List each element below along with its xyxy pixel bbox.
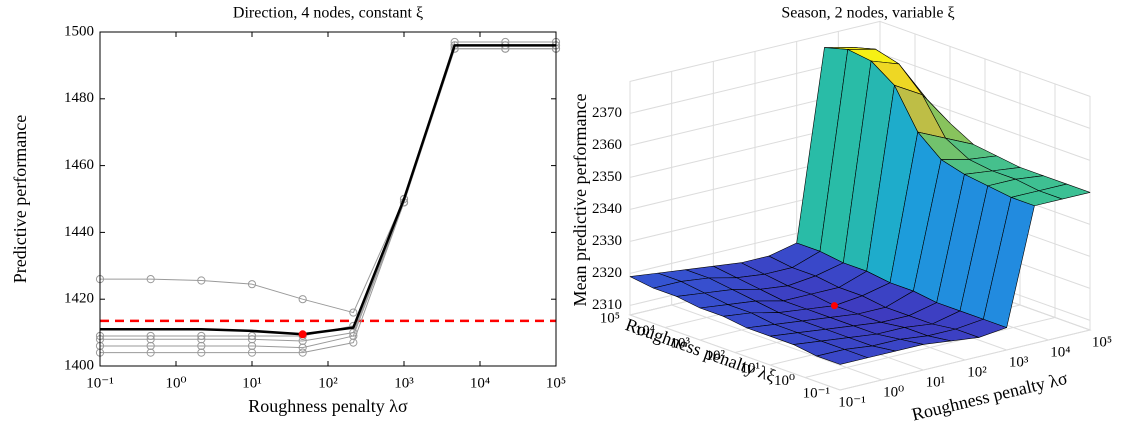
y-tick-label: 1480 xyxy=(64,90,94,106)
x-tick-label: 10⁻¹ xyxy=(838,394,865,410)
z-tick-label: 2360 xyxy=(592,137,622,153)
z-tick-label: 2340 xyxy=(592,201,622,217)
series-marker xyxy=(298,348,307,357)
series-marker xyxy=(349,338,358,347)
x-tick-label: 10⁴ xyxy=(470,375,490,391)
y-tick-label: 1400 xyxy=(64,357,94,373)
x-tick-label: 10⁰ xyxy=(165,375,186,391)
series-marker xyxy=(349,308,358,317)
x-tick-label: 10³ xyxy=(394,375,414,391)
y-tick-label: 10³ xyxy=(671,335,691,351)
series-marker xyxy=(247,348,257,357)
highlight-point xyxy=(830,302,838,310)
series-marker xyxy=(146,348,155,357)
left-y-label: Predictive performance xyxy=(10,115,30,283)
series-marker xyxy=(247,341,257,351)
series-line xyxy=(100,44,556,337)
series-marker xyxy=(197,341,206,351)
y-tick-label: 10⁻¹ xyxy=(803,385,830,401)
series-marker xyxy=(146,335,155,344)
x-tick-label: 10⁵ xyxy=(1092,334,1112,350)
x-tick-label: 10² xyxy=(318,375,338,391)
right-z-label: Mean predictive performance xyxy=(570,94,590,307)
y-tick-label: 1500 xyxy=(64,23,94,39)
left-title: Direction, 4 nodes, constant ξ xyxy=(233,5,423,22)
plot-frame xyxy=(99,31,557,367)
y-tick-label: 10⁵ xyxy=(600,310,620,326)
z-tick-label: 2370 xyxy=(592,105,622,121)
y-tick-label: 10⁰ xyxy=(774,373,795,389)
y-tick-label: 1460 xyxy=(64,157,94,173)
y-tick-label: 10⁴ xyxy=(635,323,655,339)
series-marker xyxy=(197,348,206,357)
series-marker xyxy=(247,335,257,344)
series-marker xyxy=(146,275,155,284)
left-x-label: Roughness penalty λσ xyxy=(248,396,408,416)
x-tick-label: 10² xyxy=(967,364,987,380)
series-line xyxy=(100,48,556,349)
series-marker xyxy=(298,295,307,304)
z-tick-label: 2320 xyxy=(592,265,622,281)
x-tick-label: 10³ xyxy=(1009,354,1029,370)
grid-line xyxy=(839,329,1091,391)
grid-line xyxy=(804,317,1056,378)
z-tick-label: 2350 xyxy=(592,169,622,185)
x-tick-label: 10⁻¹ xyxy=(86,375,113,391)
y-tick-label: 1420 xyxy=(64,291,94,307)
z-tick-label: 2330 xyxy=(592,233,622,249)
x-tick-label: 10⁵ xyxy=(546,375,566,391)
x-tick-label: 10¹ xyxy=(926,374,946,390)
series-marker xyxy=(247,280,257,289)
series-marker xyxy=(146,341,155,351)
series-marker xyxy=(349,331,358,341)
x-tick-label: 10¹ xyxy=(242,375,262,391)
series-marker xyxy=(197,335,206,344)
series-marker xyxy=(197,276,206,285)
series-line xyxy=(100,41,556,314)
y-tick-label: 10¹ xyxy=(741,360,761,376)
series-line xyxy=(100,44,556,342)
y-tick-label: 10² xyxy=(706,348,726,364)
x-tick-label: 10⁰ xyxy=(883,384,904,400)
y-tick-label: 1440 xyxy=(64,224,94,240)
series-line xyxy=(100,44,556,336)
right-title: Season, 2 nodes, variable ξ xyxy=(781,5,954,22)
series-marker xyxy=(298,343,307,352)
surface-cell xyxy=(816,349,869,365)
x-tick-label: 10⁴ xyxy=(1050,344,1070,360)
series-line xyxy=(100,48,556,354)
highlight-point xyxy=(298,330,307,339)
z-tick-label: 2310 xyxy=(592,297,622,313)
